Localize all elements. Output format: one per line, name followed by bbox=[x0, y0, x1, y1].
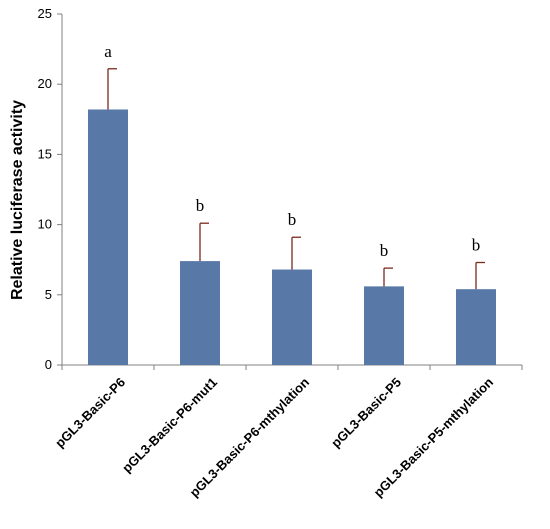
error-bars bbox=[107, 68, 485, 290]
significance-label: b bbox=[196, 196, 205, 215]
y-axis-title: Relative luciferase activity bbox=[9, 100, 26, 300]
bars bbox=[88, 109, 496, 365]
x-category-label: pGL3-Basic-P6 bbox=[52, 375, 128, 451]
x-category-label: pGL3-Basic-P5 bbox=[328, 375, 404, 451]
bar bbox=[180, 261, 220, 365]
y-tick-label: 10 bbox=[38, 217, 52, 232]
y-ticks: 0 5 10 15 20 25 bbox=[38, 6, 62, 372]
significance-labels: a b b b b bbox=[104, 42, 480, 260]
y-tick-label: 5 bbox=[45, 287, 52, 302]
y-tick-label: 25 bbox=[38, 6, 52, 21]
significance-label: b bbox=[380, 241, 389, 260]
significance-label: b bbox=[472, 236, 481, 255]
y-tick-label: 0 bbox=[45, 357, 52, 372]
y-tick-label: 20 bbox=[38, 76, 52, 91]
bar bbox=[88, 109, 128, 365]
significance-label: b bbox=[288, 210, 297, 229]
bar bbox=[456, 289, 496, 365]
bar bbox=[364, 286, 404, 365]
y-tick-label: 15 bbox=[38, 146, 52, 161]
significance-label: a bbox=[104, 42, 112, 61]
bar bbox=[272, 269, 312, 365]
x-category-label: pGL3-Basic-P6-mut1 bbox=[119, 375, 220, 476]
